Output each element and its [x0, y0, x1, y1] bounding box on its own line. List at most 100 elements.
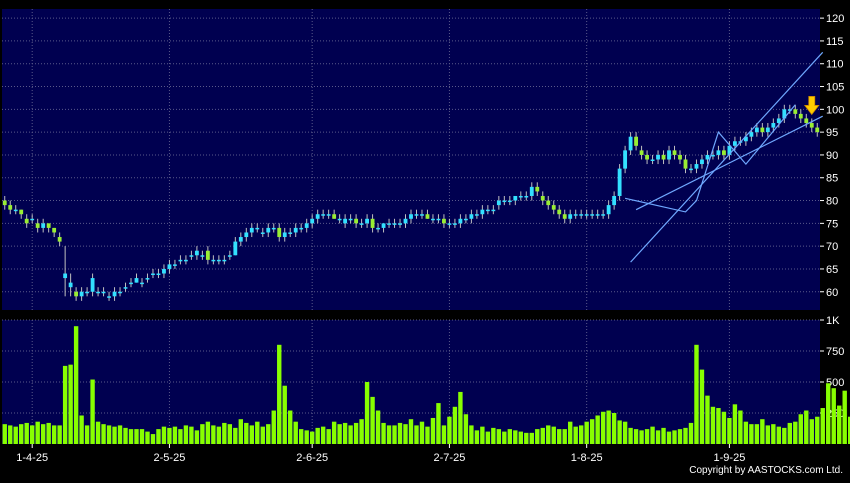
candle-body: [540, 195, 545, 201]
candle-body: [233, 241, 238, 256]
candle-body: [606, 205, 611, 215]
candle-body: [216, 259, 221, 262]
candle: [293, 223, 298, 238]
trend-line: [635, 115, 823, 211]
trend-line: [630, 51, 824, 263]
candle: [628, 132, 633, 155]
candle: [590, 209, 595, 219]
candle-body: [645, 154, 649, 160]
candle-body: [227, 255, 232, 257]
candle: [194, 246, 199, 260]
candle: [249, 223, 254, 238]
volume-bar: [408, 419, 414, 444]
volume-bar: [293, 421, 298, 444]
candle: [634, 132, 639, 151]
volume-bar: [710, 406, 716, 444]
candle-body: [815, 127, 820, 133]
volume-bar: [309, 431, 315, 444]
volume-bar: [211, 425, 216, 444]
volume-bar: [469, 425, 474, 444]
candle-body: [431, 218, 435, 221]
volume-bar: [271, 410, 276, 444]
volume-bar: [397, 422, 403, 444]
candle: [601, 209, 606, 219]
candle: [321, 209, 326, 219]
price-tick-label: 75: [826, 218, 838, 230]
volume-bar: [414, 425, 419, 444]
candle: [30, 214, 35, 224]
volume-bar: [19, 424, 24, 444]
candle: [507, 195, 512, 206]
candle: [579, 209, 584, 219]
candle-body: [194, 250, 199, 256]
candle-body: [513, 195, 518, 201]
volume-grid: [2, 319, 820, 444]
volume-bar: [513, 430, 518, 444]
volume-bar: [315, 427, 320, 444]
candle: [568, 209, 573, 224]
volume-bar: [101, 424, 106, 444]
volume-tick-label: 750: [826, 346, 844, 358]
candle: [118, 287, 122, 297]
candle-body: [63, 273, 68, 279]
candle-body: [178, 259, 183, 262]
trend-lines: [624, 51, 824, 263]
candle: [370, 214, 375, 233]
x-tick-label: 1-9-25: [714, 452, 746, 464]
volume-bar: [699, 369, 705, 444]
candle-body: [52, 227, 57, 233]
candle-body: [376, 227, 380, 230]
volume-bar: [260, 426, 265, 444]
volume-bar: [233, 427, 238, 444]
volume-bar: [732, 404, 738, 444]
candle: [222, 255, 227, 265]
volume-bar: [386, 425, 392, 444]
candle: [529, 182, 534, 201]
volume-bar: [831, 388, 836, 444]
volume-bar: [518, 431, 523, 444]
volume-bar: [705, 395, 710, 444]
candle: [502, 195, 507, 206]
candle-body: [634, 136, 639, 146]
candle: [798, 109, 803, 124]
candle: [348, 214, 353, 224]
candle: [381, 223, 386, 233]
candle: [743, 132, 748, 146]
candle-body: [425, 214, 430, 219]
volume-bar: [611, 413, 617, 444]
candle: [140, 278, 144, 288]
candle: [13, 205, 18, 215]
candle-body: [754, 127, 759, 133]
candle: [425, 209, 430, 219]
candle: [562, 209, 567, 224]
candle: [639, 145, 644, 160]
candle: [129, 278, 133, 288]
candle-body: [474, 214, 479, 216]
candle-body: [809, 123, 814, 128]
candle: [304, 218, 309, 233]
volume-bar: [782, 427, 787, 444]
price-tick-label: 70: [826, 241, 838, 253]
candle-body: [370, 218, 375, 228]
candle: [672, 145, 677, 160]
candle: [46, 223, 51, 233]
candle-body: [507, 200, 512, 203]
candle-body: [628, 136, 633, 151]
candle-body: [79, 291, 84, 297]
candle: [107, 291, 111, 301]
candle-body: [480, 209, 485, 215]
volume-bar: [79, 415, 84, 444]
volume-bar: [820, 408, 825, 444]
candle: [216, 255, 221, 265]
candle-body: [469, 214, 474, 219]
price-y-axis: 60 65 70 75 80 85 90 95 100 105 110 115 120: [820, 13, 844, 299]
volume-bar: [644, 429, 650, 444]
candle: [173, 259, 177, 269]
volume-bar: [458, 391, 463, 444]
candle: [557, 205, 562, 219]
candle-body: [656, 154, 660, 160]
candle-body: [85, 291, 90, 294]
volume-bar: [787, 422, 793, 444]
volume-bar: [381, 422, 386, 444]
